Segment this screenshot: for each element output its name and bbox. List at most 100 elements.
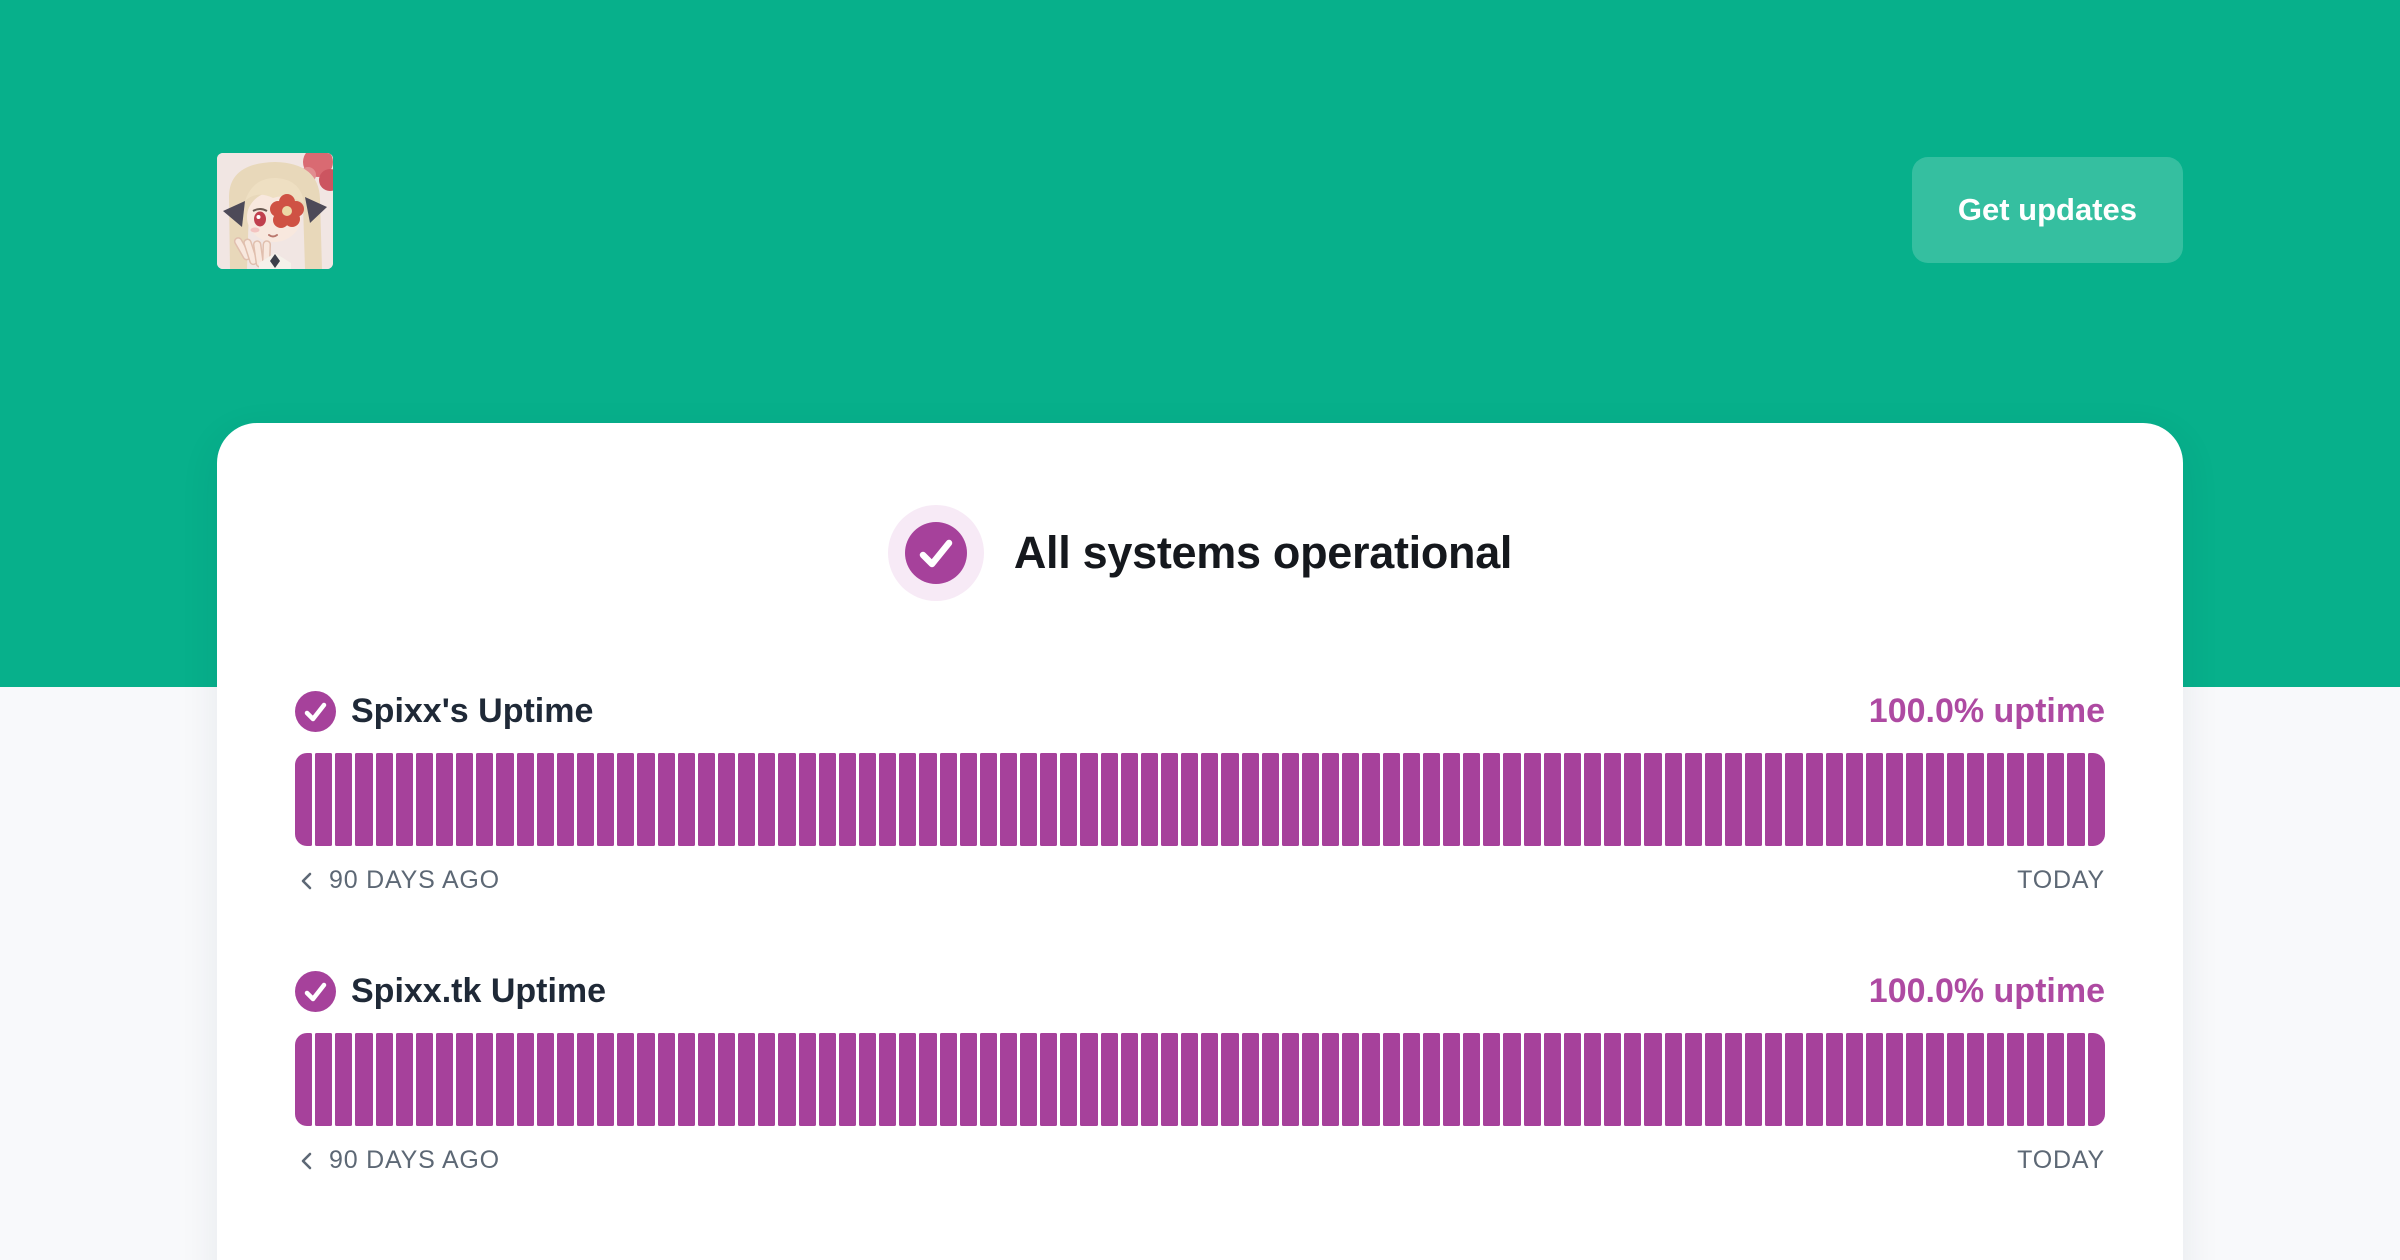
uptime-day-bar[interactable] [1422, 753, 1441, 846]
uptime-day-bar[interactable] [1181, 753, 1199, 846]
uptime-day-bar[interactable] [617, 753, 635, 846]
uptime-day-bar[interactable] [1684, 1033, 1702, 1126]
uptime-day-bar[interactable] [838, 1033, 856, 1126]
uptime-day-bar[interactable] [1140, 1033, 1159, 1126]
uptime-day-bar[interactable] [1100, 753, 1118, 846]
uptime-day-bar[interactable] [1382, 1033, 1400, 1126]
uptime-day-bar[interactable] [415, 1033, 433, 1126]
uptime-day-bar[interactable] [939, 753, 957, 846]
uptime-day-bar[interactable] [2006, 1033, 2025, 1126]
uptime-day-bar[interactable] [496, 753, 514, 846]
uptime-day-bar[interactable] [1543, 753, 1561, 846]
uptime-day-bar[interactable] [717, 1033, 736, 1126]
uptime-day-bar[interactable] [1845, 753, 1863, 846]
uptime-day-bar[interactable] [1825, 753, 1843, 846]
uptime-day-bar[interactable] [939, 1033, 957, 1126]
uptime-day-bar[interactable] [818, 1033, 836, 1126]
uptime-day-bar[interactable] [395, 1033, 413, 1126]
uptime-day-bar[interactable] [1483, 1033, 1501, 1126]
uptime-day-bar[interactable] [1402, 1033, 1420, 1126]
uptime-day-bar[interactable] [1201, 753, 1219, 846]
uptime-day-bar[interactable] [999, 753, 1018, 846]
uptime-day-bar[interactable] [1825, 1033, 1843, 1126]
uptime-day-bar[interactable] [456, 753, 474, 846]
uptime-day-bar[interactable] [697, 1033, 715, 1126]
uptime-day-bar[interactable] [1765, 753, 1783, 846]
uptime-day-bar[interactable] [738, 1033, 756, 1126]
uptime-day-bar[interactable] [1765, 1033, 1783, 1126]
uptime-day-bar[interactable] [1281, 1033, 1300, 1126]
uptime-day-bar[interactable] [1140, 753, 1159, 846]
uptime-day-bar[interactable] [1805, 753, 1823, 846]
uptime-day-bar[interactable] [1120, 753, 1138, 846]
uptime-day-bar[interactable] [1523, 1033, 1541, 1126]
uptime-day-bar[interactable] [476, 753, 494, 846]
uptime-day-bar[interactable] [717, 753, 736, 846]
uptime-day-bar[interactable] [657, 753, 675, 846]
uptime-day-bar[interactable] [1563, 753, 1581, 846]
uptime-day-bar[interactable] [516, 753, 534, 846]
uptime-day-bar[interactable] [798, 753, 816, 846]
uptime-day-bar[interactable] [1443, 1033, 1461, 1126]
uptime-day-bar[interactable] [1040, 1033, 1058, 1126]
uptime-day-bar[interactable] [496, 1033, 514, 1126]
uptime-day-bar[interactable] [899, 1033, 917, 1126]
uptime-day-bar[interactable] [295, 753, 313, 846]
uptime-day-bar[interactable] [1422, 1033, 1441, 1126]
uptime-day-bar[interactable] [1302, 753, 1320, 846]
uptime-day-bar[interactable] [1181, 1033, 1199, 1126]
uptime-day-bar[interactable] [1443, 753, 1461, 846]
uptime-day-bar[interactable] [1704, 753, 1722, 846]
uptime-day-bar[interactable] [1664, 753, 1682, 846]
uptime-day-bar[interactable] [435, 1033, 454, 1126]
uptime-day-bar[interactable] [1543, 1033, 1561, 1126]
uptime-day-bar[interactable] [979, 753, 997, 846]
uptime-day-bar[interactable] [2027, 753, 2045, 846]
uptime-day-bar[interactable] [597, 753, 615, 846]
uptime-day-bar[interactable] [335, 1033, 353, 1126]
uptime-day-bar[interactable] [919, 1033, 937, 1126]
uptime-day-bar[interactable] [315, 753, 333, 846]
uptime-day-bar[interactable] [858, 753, 877, 846]
uptime-day-bar[interactable] [1584, 1033, 1602, 1126]
uptime-day-bar[interactable] [959, 753, 977, 846]
uptime-day-bar[interactable] [1845, 1033, 1863, 1126]
uptime-day-bar[interactable] [677, 1033, 695, 1126]
uptime-day-bar[interactable] [1463, 753, 1481, 846]
uptime-day-bar[interactable] [657, 1033, 675, 1126]
uptime-day-bar[interactable] [2067, 753, 2085, 846]
uptime-day-bar[interactable] [999, 1033, 1018, 1126]
uptime-day-bar[interactable] [1785, 1033, 1803, 1126]
uptime-day-bar[interactable] [1080, 1033, 1098, 1126]
uptime-day-bar[interactable] [1906, 1033, 1924, 1126]
uptime-day-bar[interactable] [879, 1033, 897, 1126]
uptime-day-bar[interactable] [1221, 1033, 1239, 1126]
uptime-day-bar[interactable] [1946, 1033, 1964, 1126]
uptime-day-bar[interactable] [637, 1033, 655, 1126]
uptime-day-bar[interactable] [576, 1033, 595, 1126]
uptime-day-bar[interactable] [1523, 753, 1541, 846]
uptime-day-bar[interactable] [979, 1033, 997, 1126]
uptime-day-bar[interactable] [1120, 1033, 1138, 1126]
uptime-day-bar[interactable] [1402, 753, 1420, 846]
uptime-day-bar[interactable] [899, 753, 917, 846]
uptime-day-bar[interactable] [959, 1033, 977, 1126]
uptime-day-bar[interactable] [456, 1033, 474, 1126]
uptime-day-bar[interactable] [1100, 1033, 1118, 1126]
uptime-day-bar[interactable] [1644, 1033, 1662, 1126]
uptime-day-bar[interactable] [1080, 753, 1098, 846]
site-logo[interactable] [217, 153, 333, 269]
uptime-day-bar[interactable] [617, 1033, 635, 1126]
uptime-day-bar[interactable] [375, 1033, 393, 1126]
uptime-day-bar[interactable] [1221, 753, 1239, 846]
uptime-day-bar[interactable] [818, 753, 836, 846]
uptime-day-bar[interactable] [1926, 1033, 1944, 1126]
uptime-day-bar[interactable] [677, 753, 695, 846]
uptime-day-bar[interactable] [1986, 753, 2004, 846]
uptime-day-bar[interactable] [758, 753, 776, 846]
uptime-day-bar[interactable] [476, 1033, 494, 1126]
uptime-day-bar[interactable] [758, 1033, 776, 1126]
uptime-day-bar[interactable] [1342, 753, 1360, 846]
uptime-day-bar[interactable] [919, 753, 937, 846]
uptime-day-bar[interactable] [2027, 1033, 2045, 1126]
